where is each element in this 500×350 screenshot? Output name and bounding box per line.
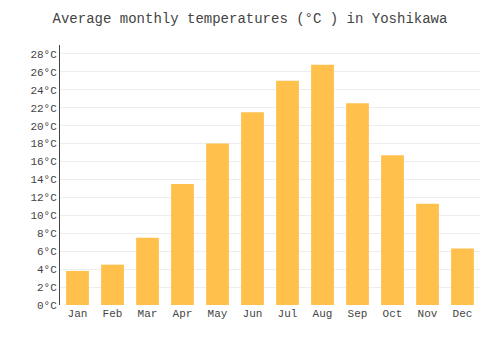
svg-text:24°C: 24°C [30,85,57,97]
svg-text:Average monthly temperatures (: Average monthly temperatures (°C ) in Yo… [53,11,448,27]
svg-text:10°C: 10°C [30,210,57,222]
svg-text:6°C: 6°C [37,246,57,258]
svg-text:16°C: 16°C [30,156,57,168]
svg-text:Jun: Jun [243,308,263,320]
svg-text:Sep: Sep [348,308,368,320]
svg-text:Jul: Jul [278,308,298,320]
svg-text:26°C: 26°C [30,67,57,79]
svg-text:14°C: 14°C [30,174,57,186]
svg-text:Mar: Mar [138,308,158,320]
svg-text:22°C: 22°C [30,103,57,115]
svg-text:4°C: 4°C [37,264,57,276]
svg-text:2°C: 2°C [37,282,57,294]
svg-text:Oct: Oct [383,308,403,320]
svg-text:Apr: Apr [173,308,193,320]
svg-text:May: May [208,308,228,320]
svg-text:Dec: Dec [453,308,473,320]
svg-text:12°C: 12°C [30,192,57,204]
svg-text:Nov: Nov [418,308,438,320]
svg-text:20°C: 20°C [30,121,57,133]
svg-text:Aug: Aug [313,308,333,320]
svg-text:18°C: 18°C [30,138,57,150]
svg-text:Jan: Jan [68,308,88,320]
svg-text:0°C: 0°C [37,300,57,312]
svg-text:8°C: 8°C [37,228,57,240]
svg-text:28°C: 28°C [30,49,57,61]
svg-text:Feb: Feb [103,308,123,320]
